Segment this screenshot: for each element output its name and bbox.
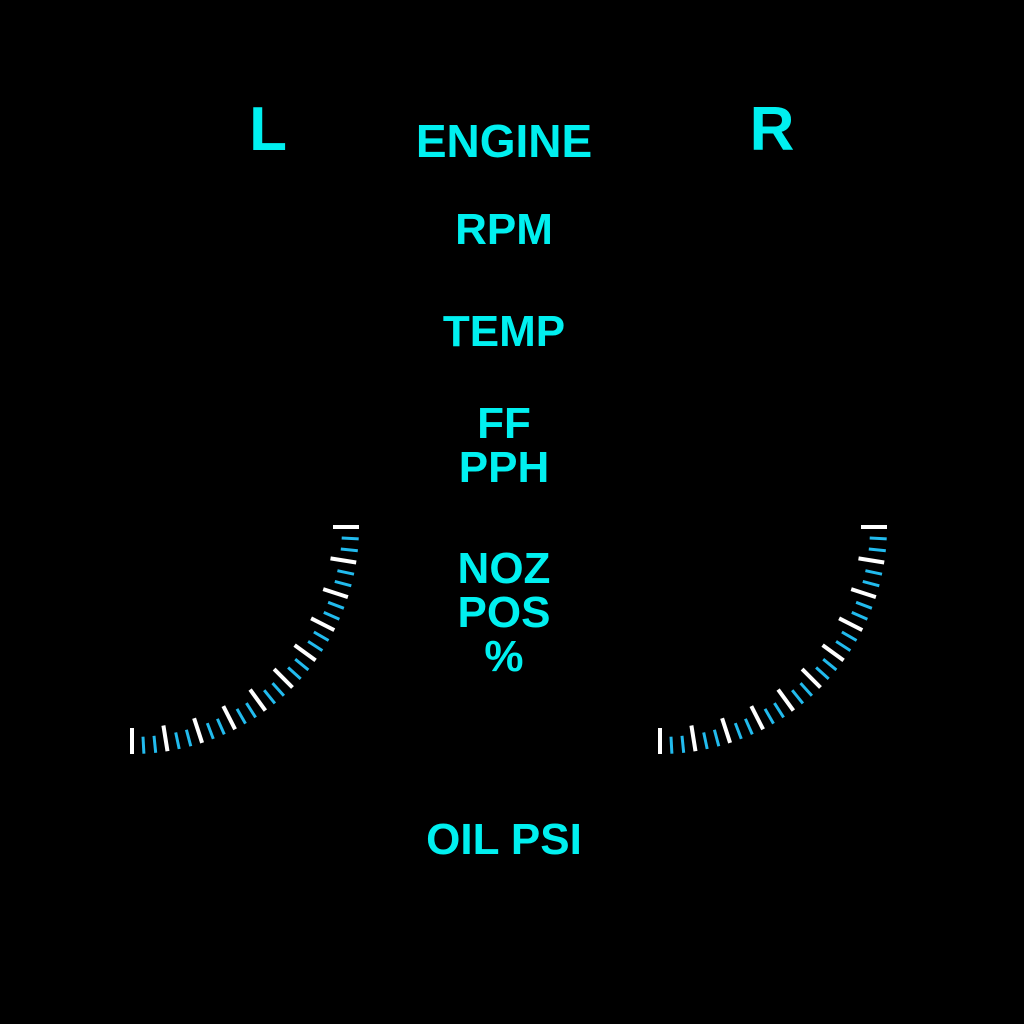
minor-tick-1 xyxy=(669,736,674,754)
major-tick-21 xyxy=(838,616,864,632)
minor-tick-19 xyxy=(307,640,324,652)
oil-pressure-label: OIL PSI xyxy=(426,815,582,864)
major-tick-27 xyxy=(330,556,357,565)
minor-tick-1 xyxy=(141,736,146,754)
minor-tick-17 xyxy=(294,658,310,672)
minor-tick-8 xyxy=(216,718,226,736)
temp-label: TEMP xyxy=(442,307,566,356)
minor-tick-17 xyxy=(822,658,838,672)
major-tick-9 xyxy=(221,705,237,731)
minor-tick-11 xyxy=(245,702,257,719)
minor-tick-28 xyxy=(868,547,886,553)
minor-tick-29 xyxy=(869,536,887,541)
major-tick-6 xyxy=(192,717,205,744)
major-tick-15 xyxy=(800,667,822,689)
minor-tick-5 xyxy=(184,729,193,747)
left-engine-label: L xyxy=(249,95,287,164)
major-tick-12 xyxy=(776,688,796,712)
minor-tick-28 xyxy=(340,547,358,553)
minor-tick-20 xyxy=(313,630,330,642)
minor-tick-2 xyxy=(680,735,686,753)
minor-tick-4 xyxy=(702,732,709,750)
major-tick-24 xyxy=(850,587,877,600)
minor-tick-7 xyxy=(205,722,215,740)
major-tick-9 xyxy=(749,705,765,731)
major-tick-3 xyxy=(161,725,170,752)
major-tick-18 xyxy=(821,643,845,663)
minor-tick-22 xyxy=(323,611,341,621)
minor-tick-29 xyxy=(341,536,359,541)
major-tick-12 xyxy=(248,688,268,712)
major-tick-6 xyxy=(720,717,733,744)
minor-tick-26 xyxy=(337,569,355,576)
minor-tick-23 xyxy=(855,600,873,610)
minor-tick-25 xyxy=(862,579,880,588)
major-tick-3 xyxy=(689,725,698,752)
minor-tick-2 xyxy=(152,735,158,753)
minor-tick-14 xyxy=(799,682,814,697)
minor-tick-5 xyxy=(712,729,721,747)
nozzle-position-label-line1: NOZ xyxy=(457,544,551,593)
fuel-flow-label: FF PPH xyxy=(459,402,549,490)
minor-tick-16 xyxy=(815,666,830,681)
minor-tick-19 xyxy=(835,640,852,652)
minor-tick-4 xyxy=(174,732,181,750)
nozzle-position-label-line3: % xyxy=(484,632,524,681)
minor-tick-20 xyxy=(841,630,858,642)
major-tick-24 xyxy=(322,587,349,600)
minor-tick-10 xyxy=(235,708,247,725)
minor-tick-7 xyxy=(733,722,743,740)
minor-tick-16 xyxy=(287,666,302,681)
fuel-flow-label-line1: FF xyxy=(477,399,531,448)
major-tick-18 xyxy=(293,643,317,663)
minor-tick-23 xyxy=(327,600,345,610)
right-engine-label: R xyxy=(749,95,795,164)
minor-tick-8 xyxy=(744,718,754,736)
rpm-label: RPM xyxy=(455,205,553,254)
minor-tick-14 xyxy=(271,682,286,697)
minor-tick-26 xyxy=(865,569,883,576)
panel-title: ENGINE xyxy=(415,115,593,167)
fuel-flow-label-line2: PPH xyxy=(458,443,550,492)
major-tick-15 xyxy=(272,667,294,689)
minor-tick-13 xyxy=(263,689,277,705)
minor-tick-13 xyxy=(791,689,805,705)
minor-tick-22 xyxy=(851,611,869,621)
minor-tick-10 xyxy=(763,708,775,725)
nozzle-position-label-line2: POS xyxy=(457,588,551,637)
minor-tick-11 xyxy=(773,702,785,719)
major-tick-27 xyxy=(858,556,885,565)
nozzle-position-label: NOZ POS % xyxy=(458,547,551,679)
minor-tick-25 xyxy=(334,579,352,588)
major-tick-21 xyxy=(310,616,336,632)
